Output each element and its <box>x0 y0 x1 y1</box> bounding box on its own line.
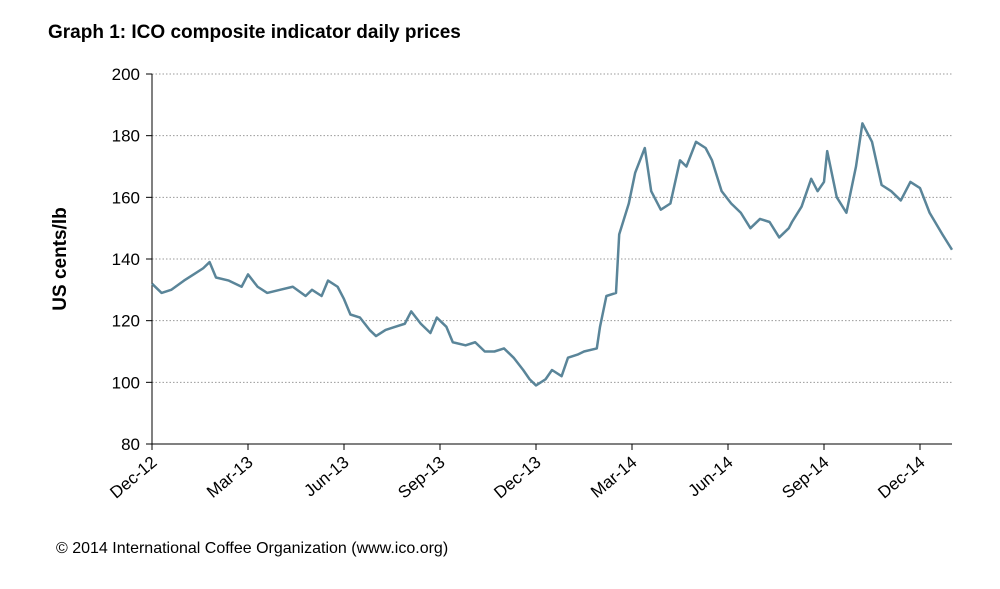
x-tick-label: Sep-13 <box>394 453 448 503</box>
x-tick-label: Dec-14 <box>874 453 928 503</box>
x-tick-label: Dec-12 <box>106 453 160 503</box>
x-tick-label: Jun-13 <box>301 453 353 501</box>
y-tick-label: 180 <box>112 127 140 146</box>
x-tick-label: Jun-14 <box>685 453 737 501</box>
y-axis-label: US cents/lb <box>50 207 71 310</box>
x-tick-label: Mar-14 <box>587 453 640 502</box>
y-tick-label: 80 <box>121 435 140 454</box>
y-tick-label: 120 <box>112 312 140 331</box>
source-note: © 2014 International Coffee Organization… <box>56 540 448 557</box>
x-tick-label: Mar-13 <box>203 453 256 502</box>
x-tick-label: Sep-14 <box>778 453 832 503</box>
y-tick-label: 140 <box>112 250 140 269</box>
y-tick-label: 100 <box>112 373 140 392</box>
y-tick-label: 160 <box>112 188 140 207</box>
price-line <box>151 122 954 387</box>
y-tick-label: 200 <box>112 65 140 84</box>
chart-title: Graph 1: ICO composite indicator daily p… <box>48 22 461 43</box>
x-tick-label: Dec-13 <box>490 453 544 503</box>
